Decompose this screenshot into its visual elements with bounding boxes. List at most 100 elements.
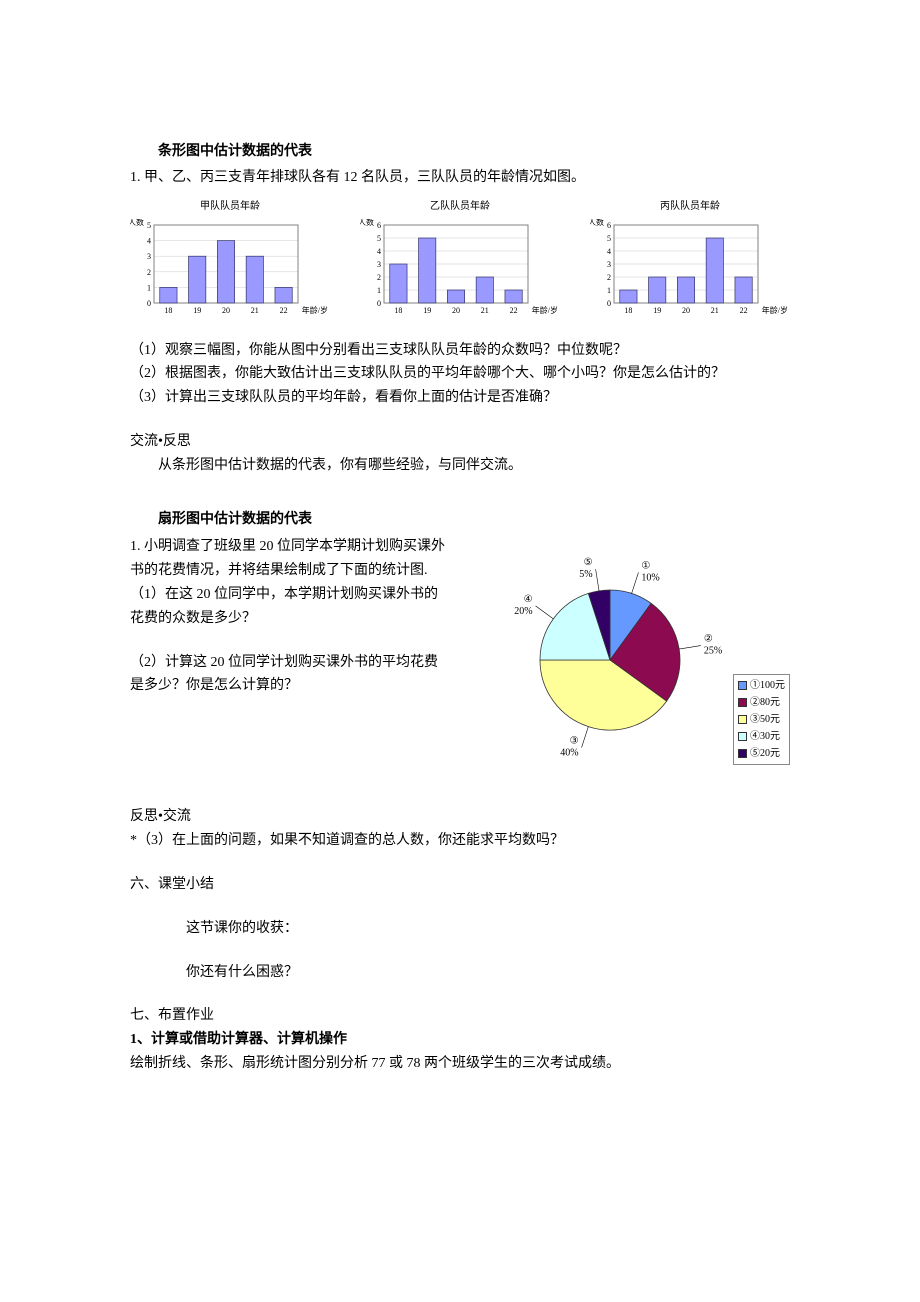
- section2-title: 扇形图中估计数据的代表: [158, 508, 790, 532]
- svg-text:21: 21: [251, 306, 259, 315]
- svg-text:3: 3: [147, 252, 151, 261]
- section2-reflect-header: 反思•交流: [130, 805, 790, 829]
- legend-label: ②80元: [750, 694, 780, 711]
- pie-text-column: 1. 小明调查了班级里 20 位同学本学期计划购买课外书的花费情况，并将结果绘制…: [130, 535, 450, 698]
- legend-item: ④30元: [738, 728, 785, 745]
- svg-text:21: 21: [711, 306, 719, 315]
- legend-swatch: [738, 698, 747, 707]
- svg-text:25%: 25%: [704, 646, 722, 657]
- svg-text:①: ①: [641, 561, 650, 572]
- svg-text:20: 20: [452, 306, 460, 315]
- svg-text:19: 19: [193, 306, 201, 315]
- svg-text:5: 5: [147, 221, 151, 230]
- svg-text:19: 19: [423, 306, 431, 315]
- section4-line: 绘制折线、条形、扇形统计图分别分析 77 或 78 两个班级学生的三次考试成绩。: [130, 1052, 790, 1076]
- legend-swatch: [738, 732, 747, 741]
- section1-q1: （1）观察三幅图，你能从图中分别看出三支球队队员年龄的众数吗？中位数呢？: [130, 339, 790, 363]
- pie-chart-column: ①10% ②25% ③40% ④20% ⑤5% ①100元②80元③50元④30元⑤20…: [470, 535, 790, 765]
- svg-text:20%: 20%: [514, 606, 532, 617]
- section1-questions: （1）观察三幅图，你能从图中分别看出三支球队队员年龄的众数吗？中位数呢？ （2）…: [130, 339, 790, 410]
- section1-q3: （3）计算出三支球队队员的平均年龄，看看你上面的估计是否准确？: [130, 386, 790, 410]
- pie-layout: 1. 小明调查了班级里 20 位同学本学期计划购买课外书的花费情况，并将结果绘制…: [130, 535, 790, 765]
- svg-text:18: 18: [394, 306, 402, 315]
- svg-text:人数: 人数: [360, 219, 374, 227]
- svg-text:20: 20: [682, 306, 690, 315]
- svg-text:④: ④: [524, 594, 533, 605]
- svg-text:3: 3: [377, 260, 381, 269]
- legend-swatch: [738, 749, 747, 758]
- chart-b-title: 乙队队员年龄: [360, 198, 560, 215]
- svg-text:5: 5: [377, 234, 381, 243]
- section2-q2: （2）计算这 20 位同学计划购买课外书的平均花费是多少？你是怎么计算的？: [130, 651, 450, 699]
- chart-c-title: 丙队队员年龄: [590, 198, 790, 215]
- svg-text:4: 4: [607, 247, 611, 256]
- section2-intro: 1. 小明调查了班级里 20 位同学本学期计划购买课外书的花费情况，并将结果绘制…: [130, 535, 450, 583]
- svg-text:22: 22: [510, 306, 518, 315]
- svg-text:2: 2: [607, 273, 611, 282]
- section1-title: 条形图中估计数据的代表: [158, 140, 790, 164]
- svg-text:人数: 人数: [130, 219, 144, 227]
- svg-text:5%: 5%: [579, 570, 592, 581]
- svg-text:1: 1: [377, 286, 381, 295]
- legend-label: ④30元: [750, 728, 780, 745]
- svg-text:10%: 10%: [641, 573, 659, 584]
- svg-text:18: 18: [164, 306, 172, 315]
- section3-line2: 你还有什么困惑？: [186, 961, 790, 985]
- section3-header: 六、课堂小结: [130, 873, 790, 897]
- bar-chart-a: 甲队队员年龄 0 1 2 3 4 5 18 19 20 21 22 人数年龄/岁: [130, 198, 330, 319]
- legend-label: ③50元: [750, 711, 780, 728]
- svg-text:18: 18: [624, 306, 632, 315]
- chart-b-svg: 0 1 2 3 4 5 6 18 19 20 21 22 人数年龄/岁: [360, 219, 560, 319]
- pie-wrapper: ①10% ②25% ③40% ④20% ⑤5% ①100元②80元③50元④30元⑤20…: [470, 535, 790, 765]
- chart-a-svg: 0 1 2 3 4 5 18 19 20 21 22 人数年龄/岁: [130, 219, 330, 319]
- svg-text:年龄/岁: 年龄/岁: [302, 305, 328, 315]
- svg-text:0: 0: [607, 299, 611, 308]
- svg-text:③: ③: [570, 736, 579, 747]
- svg-text:22: 22: [280, 306, 288, 315]
- legend-swatch: [738, 715, 747, 724]
- section2-q3: *（3）在上面的问题，如果不知道调查的总人数，你还能求平均数吗？: [130, 829, 790, 853]
- svg-text:2: 2: [147, 267, 151, 276]
- svg-text:20: 20: [222, 306, 230, 315]
- svg-text:6: 6: [607, 221, 611, 230]
- svg-text:人数: 人数: [590, 219, 604, 227]
- svg-text:年龄/岁: 年龄/岁: [532, 305, 558, 315]
- section1-reflect-header: 交流•反思: [130, 430, 790, 454]
- section1-intro: 1. 甲、乙、丙三支青年排球队各有 12 名队员，三队队员的年龄情况如图。: [130, 166, 790, 190]
- svg-text:0: 0: [147, 299, 151, 308]
- chart-a-title: 甲队队员年龄: [130, 198, 330, 215]
- svg-text:40%: 40%: [560, 748, 578, 759]
- svg-text:3: 3: [607, 260, 611, 269]
- section3-line1: 这节课你的收获：: [186, 917, 790, 941]
- section1-q2: （2）根据图表，你能大致估计出三支球队队员的平均年龄哪个大、哪个小吗？你是怎么估…: [130, 362, 790, 386]
- svg-text:1: 1: [607, 286, 611, 295]
- svg-text:22: 22: [740, 306, 748, 315]
- svg-text:1: 1: [147, 283, 151, 292]
- section2-q1: （1）在这 20 位同学中，本学期计划购买课外书的花费的众数是多少？: [130, 583, 450, 631]
- section4-sub: 1、计算或借助计算器、计算机操作: [130, 1028, 790, 1052]
- section4-header: 七、布置作业: [130, 1004, 790, 1028]
- legend-item: ⑤20元: [738, 745, 785, 762]
- svg-text:6: 6: [377, 221, 381, 230]
- svg-text:5: 5: [607, 234, 611, 243]
- bar-charts-row: 甲队队员年龄 0123451819202122人数年龄/岁 乙队队员年龄 012…: [130, 198, 790, 319]
- svg-text:21: 21: [481, 306, 489, 315]
- legend-swatch: [738, 681, 747, 690]
- svg-text:②: ②: [704, 634, 713, 645]
- svg-text:4: 4: [147, 236, 151, 245]
- svg-text:⑤: ⑤: [584, 558, 593, 569]
- legend-label: ⑤20元: [750, 745, 780, 762]
- svg-text:年龄/岁: 年龄/岁: [762, 305, 788, 315]
- bar-chart-b: 乙队队员年龄 0 1 2 3 4 5 6 18 19 20 21 22 人数年龄/岁: [360, 198, 560, 319]
- svg-text:0: 0: [377, 299, 381, 308]
- pie-legend: ①100元②80元③50元④30元⑤20元: [733, 674, 790, 765]
- legend-label: ①100元: [750, 677, 785, 694]
- legend-item: ①100元: [738, 677, 785, 694]
- svg-text:4: 4: [377, 247, 381, 256]
- svg-text:2: 2: [377, 273, 381, 282]
- bar-chart-c: 丙队队员年龄 0 1 2 3 4 5 6 18 19 20 21 22 人数年龄/岁: [590, 198, 790, 319]
- svg-text:19: 19: [653, 306, 661, 315]
- legend-item: ②80元: [738, 694, 785, 711]
- chart-c-svg: 0 1 2 3 4 5 6 18 19 20 21 22 人数年龄/岁: [590, 219, 790, 319]
- legend-item: ③50元: [738, 711, 785, 728]
